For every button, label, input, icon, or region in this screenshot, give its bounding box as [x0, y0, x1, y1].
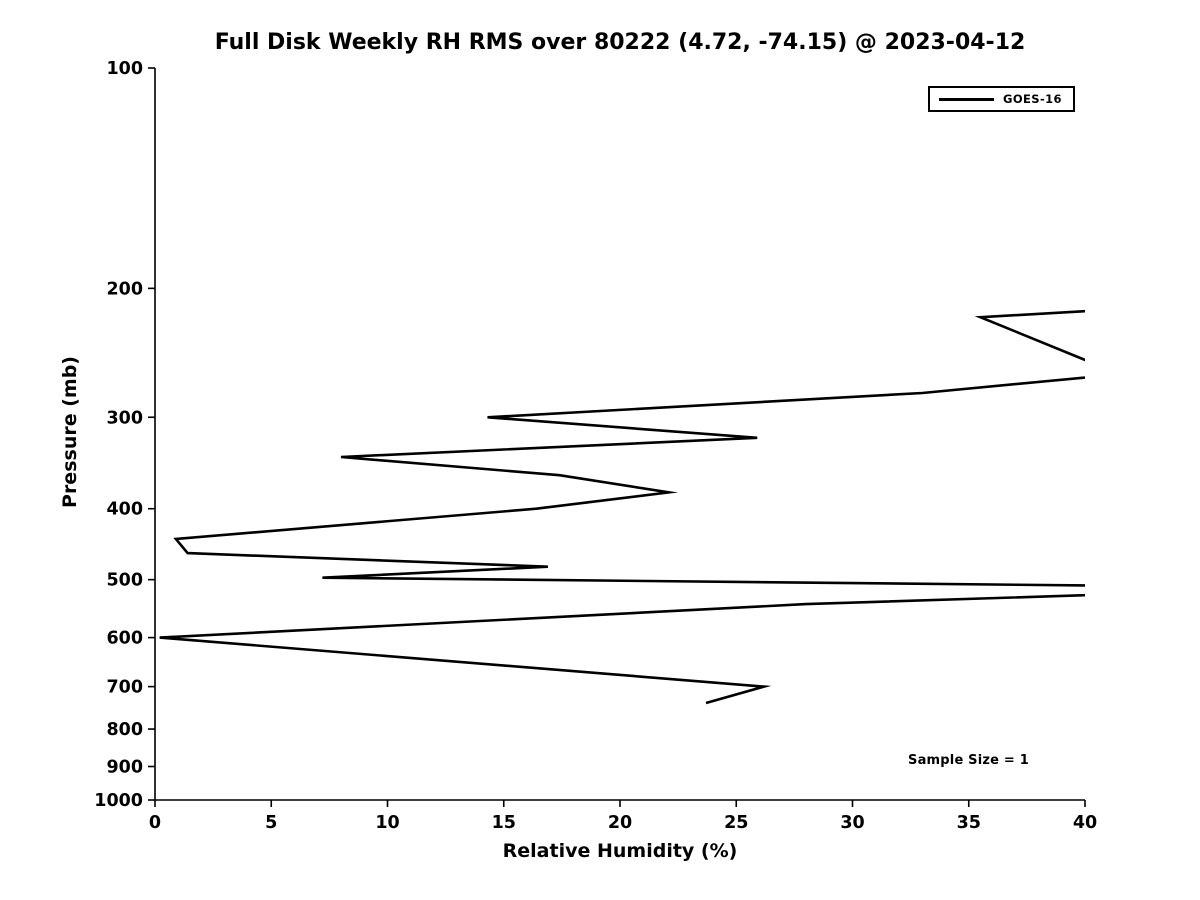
chart-title: Full Disk Weekly RH RMS over 80222 (4.72…: [214, 30, 1026, 55]
y-tick-label: 300: [106, 408, 143, 428]
x-tick-label: 20: [608, 813, 632, 833]
legend-line-sample: [939, 97, 994, 101]
x-tick-label: 15: [492, 813, 516, 833]
y-tick-label: 800: [106, 720, 143, 740]
y-tick-label: 700: [106, 678, 143, 698]
x-tick-label: 0: [149, 813, 161, 833]
y-tick-label: 200: [106, 279, 143, 299]
y-tick-label: 600: [106, 629, 143, 649]
y-axis-label: Pressure (mb): [59, 356, 81, 508]
data-layer: [159, 309, 1085, 705]
x-tick-label: 25: [724, 813, 748, 833]
legend-label: GOES-16: [1003, 92, 1062, 106]
x-tick-label: 10: [375, 813, 399, 833]
axes-layer: 100 200 300 400 500 600 700 800 900 1000 0 5 10 15 20 2…: [94, 59, 1097, 833]
legend-box: GOES-16: [928, 86, 1075, 112]
x-tick-label: 40: [1073, 813, 1097, 833]
x-tick-label: 5: [265, 813, 277, 833]
y-tick-label: 400: [106, 500, 143, 520]
y-tick-label: 500: [106, 571, 143, 591]
series-line-goes-16: [159, 309, 1085, 705]
y-tick-label: 100: [106, 59, 143, 79]
y-tick-label: 900: [106, 758, 143, 778]
axis-spines: [154, 68, 1085, 801]
sample-size-annotation: Sample Size = 1: [908, 753, 1029, 768]
y-tick-label: 1000: [94, 791, 143, 811]
x-tick-label: 35: [957, 813, 981, 833]
x-tick-label: 30: [840, 813, 864, 833]
x-axis-label: Relative Humidity (%): [502, 840, 738, 862]
